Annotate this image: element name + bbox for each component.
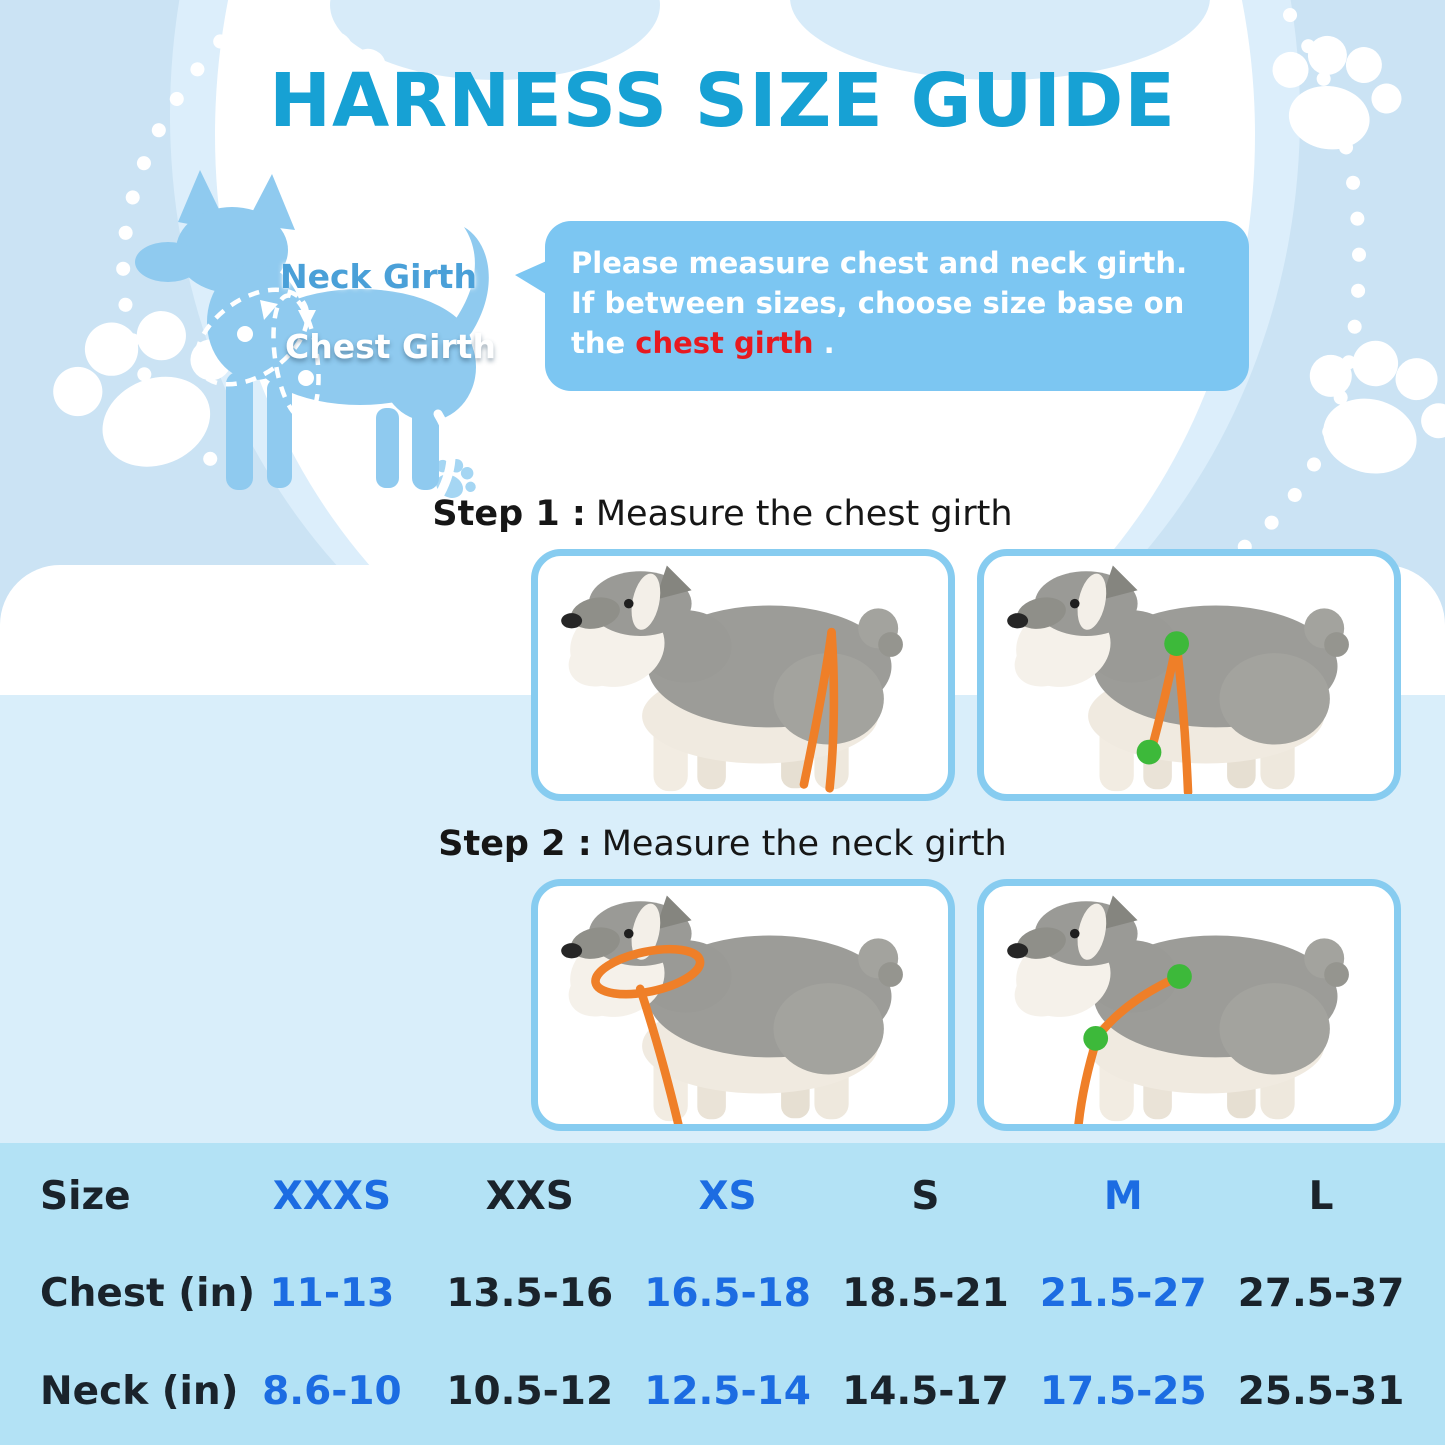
card-chest-wrong [531,549,955,801]
girth-loops [194,287,321,421]
card-chest-correct [977,549,1401,801]
neck-xxs: 10.5-12 [446,1368,614,1414]
table-row-size: Size XXXS XXS XS S M L [28,1148,1420,1245]
bubble-line-1: Please measure chest and neck girth. [571,246,1188,280]
dog-silhouette [135,170,489,499]
bubble-line-2: If between sizes, choose size base on [571,286,1185,320]
neck-girth-label: Neck Girth [280,257,477,296]
neck-xs: 12.5-14 [644,1368,811,1414]
chest-xxxs: 11-13 [269,1271,395,1317]
bubble-tail [515,259,551,297]
row-header-chest: Chest (in) [40,1271,256,1317]
chest-m: 21.5-27 [1039,1271,1207,1317]
size-xs: XS [698,1174,757,1220]
chest-girth-highlight: chest girth [635,326,814,360]
harness-strap [591,944,705,1124]
chest-l: 27.5-37 [1237,1271,1405,1317]
neck-xxxs: 8.6-10 [262,1368,402,1414]
measure-note-bubble: Please measure chest and neck girth. If … [515,221,1249,391]
chest-s: 18.5-21 [842,1271,1009,1317]
table-row-chest: Chest (in) 11-13 13.5-16 16.5-18 18.5-21… [28,1245,1420,1342]
row-header-size: Size [40,1174,131,1220]
neck-l: 25.5-31 [1237,1368,1405,1414]
size-l: L [1308,1174,1334,1220]
neck-m: 17.5-25 [1039,1368,1207,1414]
size-m: M [1103,1174,1143,1220]
card-neck-wrong [531,879,955,1131]
step2-heading: Step 2 : Measure the neck girth [438,824,1007,864]
size-table: Size XXXS XXS XS S M L Chest (in) 11-13 … [28,1148,1420,1440]
thigh-highlight [433,409,456,499]
measure-point-bottom [1136,739,1162,765]
chest-xs: 16.5-18 [644,1271,811,1317]
neck-s: 14.5-17 [842,1368,1009,1414]
page-title: HARNESS SIZE GUIDE [269,58,1176,144]
measure-point-front [1083,1025,1109,1051]
step1-heading: Step 1 : Measure the chest girth [432,494,1013,534]
neck-arrow-icon [260,300,278,320]
table-row-neck: Neck (in) 8.6-10 10.5-12 12.5-14 14.5-17… [28,1343,1420,1440]
measure-point-top [1164,631,1189,656]
row-header-neck: Neck (in) [40,1368,239,1414]
table-background [0,1143,1445,1445]
chest-girth-label: Chest Girth [285,327,496,366]
cross-icon [940,556,948,794]
dog-measurement-diagram: Neck Girth Chest Girth [120,162,550,512]
measure-point-top [1167,964,1192,989]
harness-strap [799,627,839,793]
card-neck-correct [977,879,1401,1131]
size-s: S [911,1174,940,1220]
size-xxxs: XXXS [272,1174,392,1220]
bubble-line-3: the chest girth . [571,326,835,360]
chest-xxs: 13.5-16 [446,1271,614,1317]
size-xxs: XXS [485,1174,574,1220]
cross-icon [940,886,948,1124]
chest-arrow-icon [298,310,316,328]
